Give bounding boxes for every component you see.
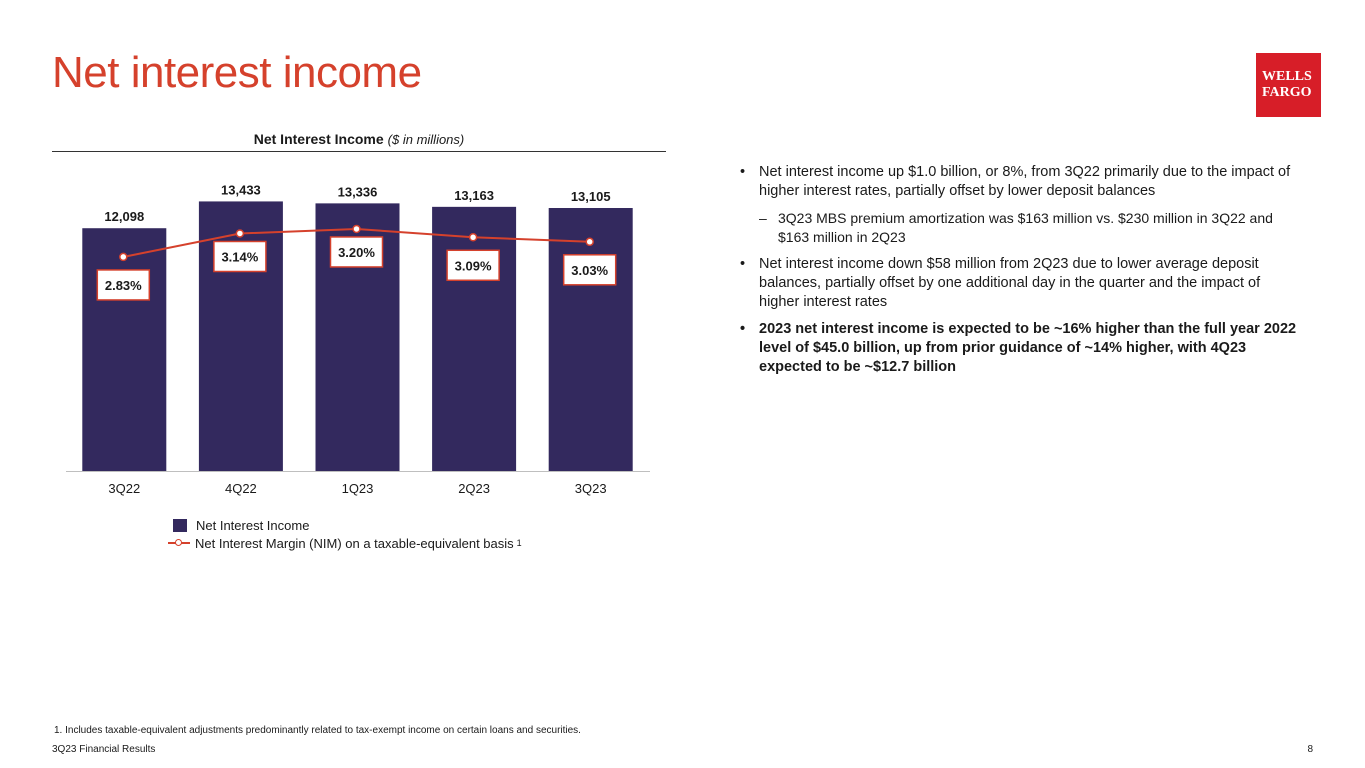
nim-value-label: 3.03% [571, 263, 608, 278]
nim-value-label: 3.09% [455, 258, 492, 273]
nim-label-box [562, 254, 617, 286]
bar-net-interest-income [432, 206, 517, 472]
footnote: 1. Includes taxable-equivalent adjustmen… [54, 725, 581, 736]
commentary-bullets: Net interest income up $1.0 billion, or … [738, 163, 1298, 385]
bullet-item-guidance: 2023 net interest income is expected to … [738, 320, 1298, 377]
legend-line-label: Net Interest Margin (NIM) on a taxable-e… [195, 535, 514, 551]
bar-net-interest-income [82, 228, 167, 471]
chart-title-rule [52, 151, 666, 152]
page-title: Net interest income [52, 48, 422, 97]
bullet-item: Net interest income down $58 million fro… [738, 255, 1298, 312]
logo-line-1: WELLS [1262, 69, 1312, 84]
nim-point [585, 237, 594, 247]
sub-bullet-item: 3Q23 MBS premium amortization was $163 m… [738, 209, 1298, 247]
x-tick-label: 2Q23 [458, 481, 490, 496]
legend-line-marker-icon [168, 536, 190, 550]
wells-fargo-logo: WELLS FARGO [1256, 53, 1321, 117]
x-tick-label: 3Q22 [108, 481, 140, 496]
logo-line-2: FARGO [1262, 85, 1312, 100]
chart-legend: Net Interest Income Net Interest Margin … [168, 516, 522, 552]
bar-value-label: 13,433 [221, 182, 261, 197]
nim-label-box [213, 240, 267, 273]
legend-bar-label: Net Interest Income [196, 517, 310, 533]
nim-value-label: 3.14% [221, 249, 258, 264]
legend-bar-swatch-icon [173, 518, 187, 532]
chart-title: Net Interest Income ($ in millions) [52, 131, 666, 147]
page-number: 8 [1307, 744, 1313, 755]
bar-value-label: 12,098 [104, 209, 144, 224]
legend-footnote-ref: 1 [516, 538, 522, 548]
nim-value-label: 3.20% [338, 245, 375, 260]
chart-title-text: Net Interest Income [253, 131, 384, 147]
nim-point [468, 233, 478, 242]
chart-title-units: ($ in millions) [387, 132, 465, 147]
nim-label-box [329, 236, 384, 268]
nim-point [119, 252, 128, 262]
x-tick-label: 3Q23 [575, 481, 607, 496]
legend-item-nim: Net Interest Margin (NIM) on a taxable-e… [168, 534, 522, 552]
bar-net-interest-income [548, 208, 633, 472]
footer-report-name: 3Q23 Financial Results [52, 744, 156, 755]
nim-value-label: 2.83% [105, 278, 142, 293]
nim-point [235, 229, 245, 238]
x-tick-label: 1Q23 [342, 481, 374, 496]
bar-value-label: 13,105 [571, 189, 611, 204]
nim-label-box [446, 249, 500, 282]
nim-label-box [96, 269, 151, 301]
legend-item-net-interest-income: Net Interest Income [168, 516, 522, 534]
x-tick-label: 4Q22 [225, 481, 257, 496]
nim-point [352, 224, 361, 234]
bar-value-label: 13,163 [454, 188, 494, 203]
net-interest-income-chart: 12,098 3Q22 13,433 4Q22 13,336 1Q23 13,163 2Q23… [66, 182, 650, 496]
bar-value-label: 13,336 [338, 184, 378, 199]
bullet-item: Net interest income up $1.0 billion, or … [738, 163, 1298, 201]
